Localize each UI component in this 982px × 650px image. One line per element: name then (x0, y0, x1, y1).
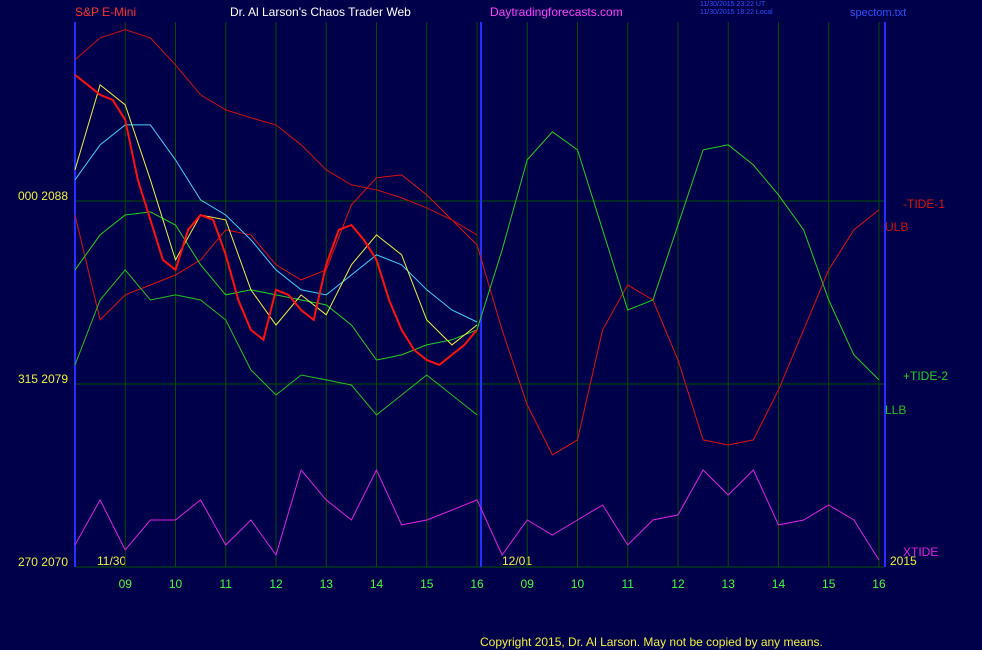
series-line (74, 83, 478, 346)
x-tick-label: 16 (872, 577, 886, 591)
x-tick-label: 09 (119, 577, 133, 591)
x-tick-label: 15 (822, 577, 836, 591)
x-tick-label: 09 (521, 577, 535, 591)
x-tick-label: 13 (722, 577, 736, 591)
x-tick-label: 11 (220, 577, 233, 591)
x-tick-label: 12 (671, 577, 685, 591)
legend-label: ULB (885, 220, 908, 234)
series-line (74, 124, 478, 323)
legend-label: XTIDE (903, 545, 938, 559)
timestamp: 11/30/2015 23:22 UT (700, 1, 766, 8)
price-line (74, 74, 478, 367)
x-tick-label: 11 (622, 577, 635, 591)
date-label: 12/01 (502, 554, 532, 568)
chart-title: Dr. Al Larson's Chaos Trader Web (230, 5, 411, 19)
timestamp: 11/30/2015 18:22 Local (700, 9, 773, 16)
x-tick-label: 16 (470, 577, 484, 591)
series-line (74, 468, 880, 561)
series-line (74, 29, 478, 236)
x-tick-label: 10 (169, 577, 183, 591)
x-tick-label: 12 (269, 577, 283, 591)
legend-label: +TIDE-2 (903, 369, 948, 383)
date-label: 2015 (890, 554, 917, 568)
x-tick-label: 14 (370, 577, 384, 591)
date-label: 11/30 (97, 554, 126, 568)
x-tick-label: 15 (420, 577, 434, 591)
legend-label: -TIDE-1 (903, 197, 945, 211)
x-tick-label: 10 (571, 577, 585, 591)
legend-label: LLB (885, 403, 906, 417)
y-tick-label: 270 2070 (18, 555, 68, 569)
series-line (74, 174, 880, 456)
file-name: spectom.txt (850, 7, 906, 19)
x-tick-label: 13 (320, 577, 334, 591)
x-tick-label: 14 (772, 577, 786, 591)
site: Daytradingforecasts.com (490, 5, 623, 19)
series-line (74, 269, 478, 416)
copyright: Copyright 2015, Dr. Al Larson. May not b… (480, 635, 823, 649)
y-tick-label: 315 2079 (18, 372, 68, 386)
symbol: S&P E-Mini (75, 5, 136, 19)
y-tick-label: 000 2088 (18, 189, 68, 203)
